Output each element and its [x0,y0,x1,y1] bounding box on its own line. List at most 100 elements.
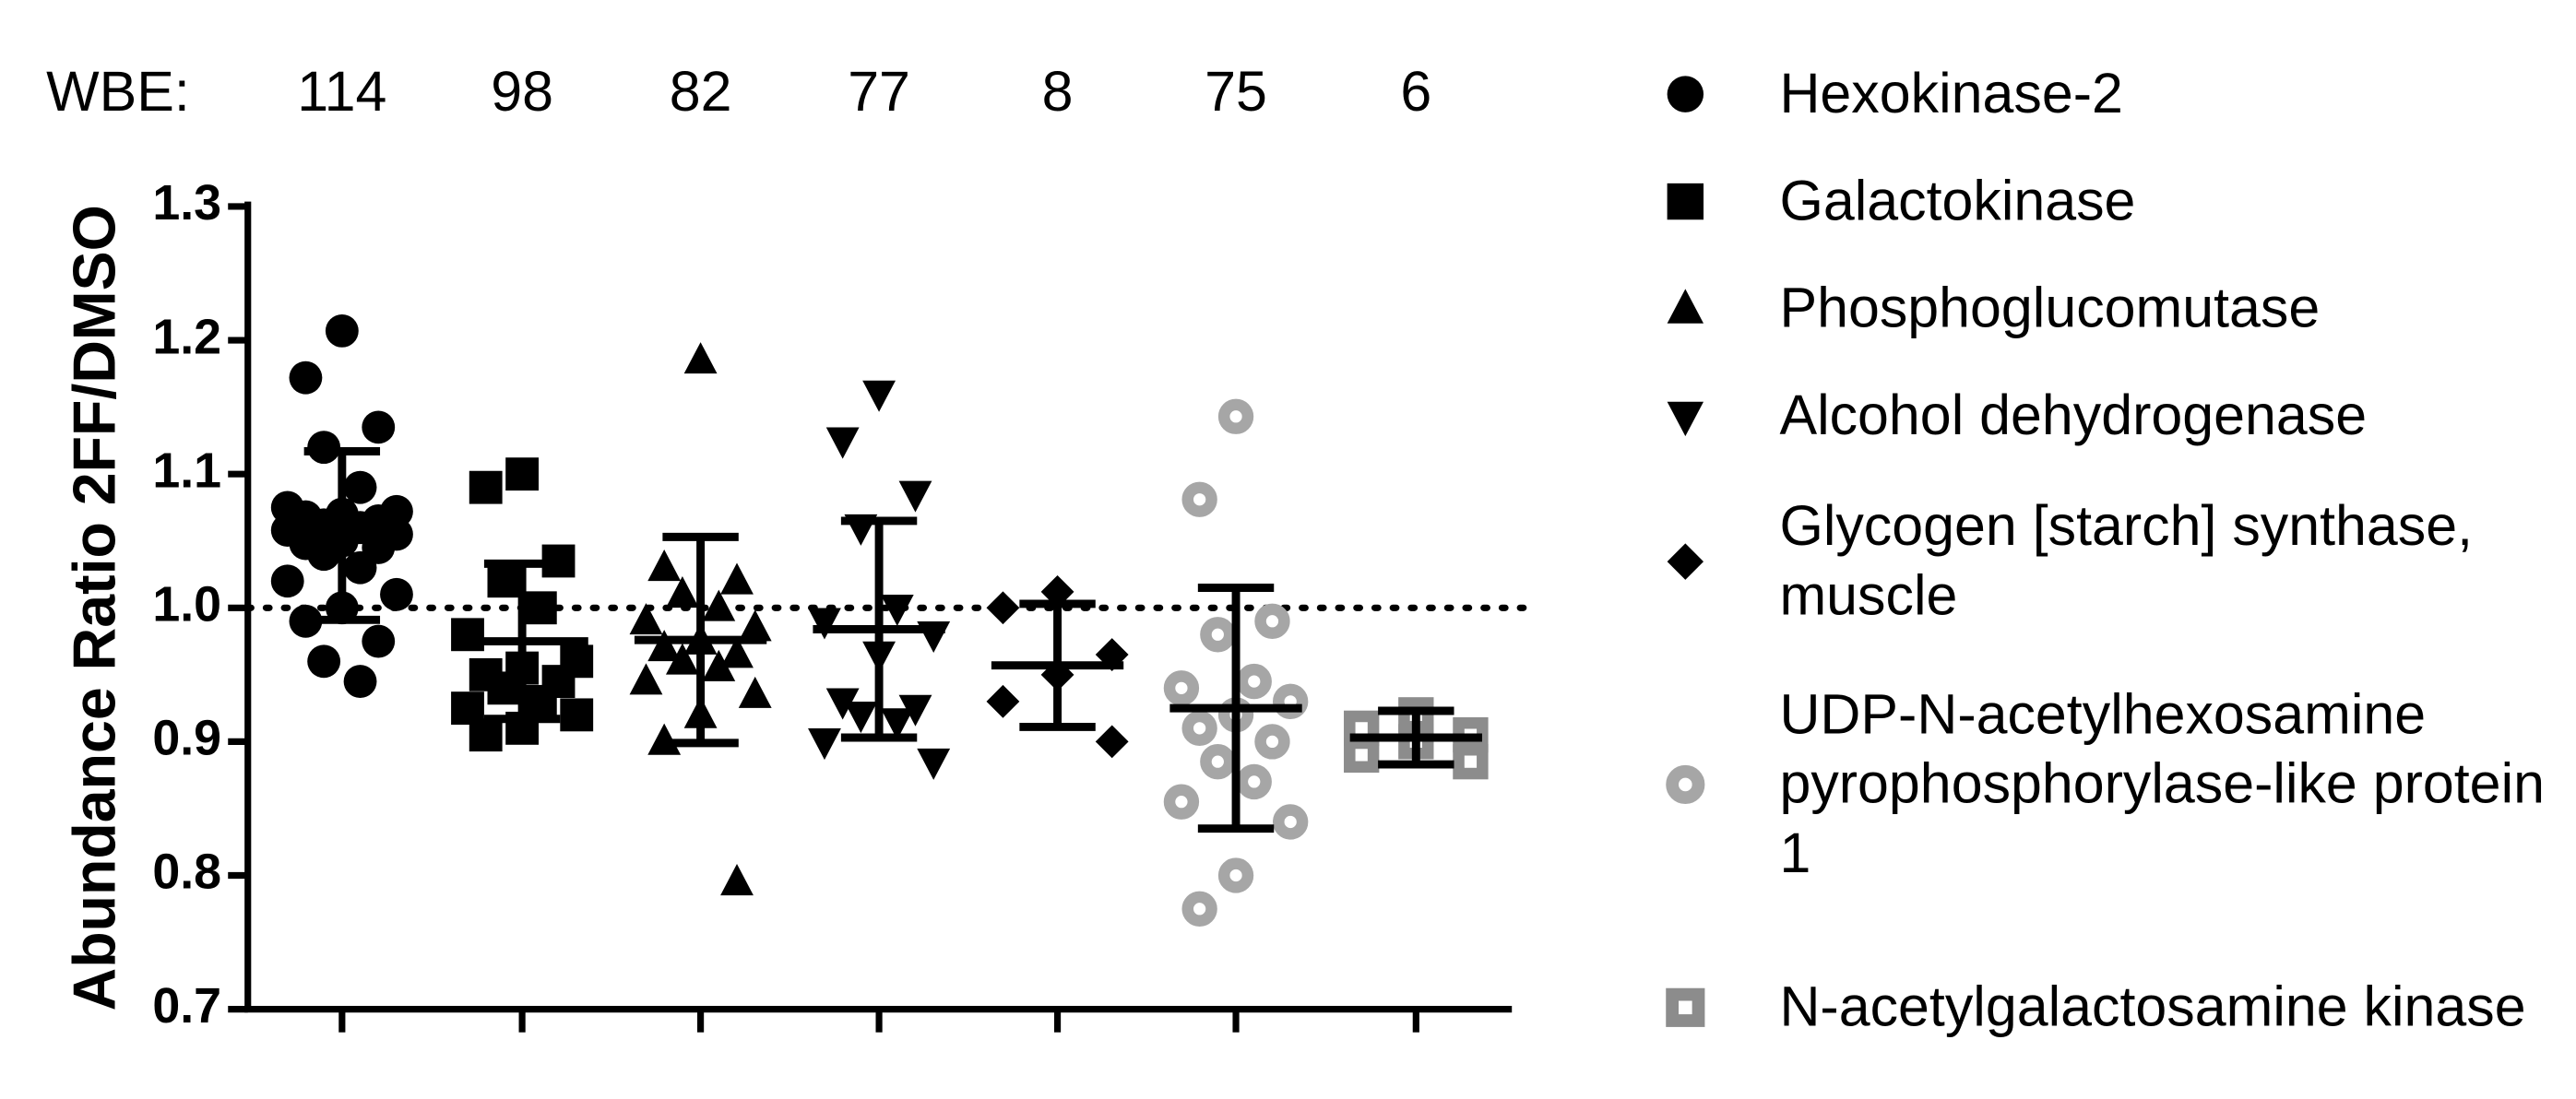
data-point [665,576,699,609]
data-point [380,577,413,611]
legend-marker [1667,401,1704,437]
data-point [1217,398,1254,434]
legend-item: N-acetylgalactosamine kinase [1653,973,2570,1042]
data-point [702,649,736,681]
data-point [880,594,914,626]
chart: WBE: Abundance Ratio 2FF/DMSO 0.7 0.8 0.9 1… [46,60,1540,1034]
data-point [1453,743,1489,780]
data-point [1200,743,1236,780]
legend-item: Galactokinase [1653,167,2570,236]
legend-label: N-acetylgalactosamine kinase [1779,975,2526,1039]
wbe-header: WBE: [46,60,190,123]
data-point [1095,725,1129,759]
legend-item: Alcohol dehydrogenase [1653,382,2570,451]
data-point [1236,663,1272,700]
y-tick-label: 0.7 [152,978,221,1034]
data-point [825,427,860,459]
data-point [1181,710,1217,747]
legend-marker [1666,987,1705,1027]
legend-marker [1667,289,1704,324]
data-point [647,550,682,582]
wbe-value: 75 [1205,60,1267,123]
wbe-value: 6 [1400,60,1431,123]
data-point [629,603,663,635]
data-point [1236,763,1272,800]
legend-marker-box [1667,543,1704,580]
data-point [825,688,860,720]
legend-marker-box [1667,289,1704,324]
legend-marker [1666,764,1705,805]
legend-item: Glycogen [starch] synthase, muscle [1653,492,2570,631]
data-point [469,470,503,504]
legend-label: Alcohol dehydrogenase [1779,384,2368,448]
data-point [844,702,878,734]
data-point [629,663,663,695]
wbe-value: 114 [297,60,386,123]
data-point [1272,804,1309,840]
wbe-value: 8 [1042,60,1074,123]
y-tick-label: 1.0 [152,576,221,632]
data-point [808,608,841,640]
data-point [647,630,682,662]
y-axis-label: Abundance Ratio 2FF/DMSO [62,205,128,1010]
error-bar [1197,584,1275,833]
error-bar [662,532,739,748]
data-point [1254,603,1290,639]
legend-label: Galactokinase [1779,170,2136,233]
data-point [1272,683,1309,720]
data-point [720,562,754,595]
legend-marker-box [1667,76,1704,112]
data-point [487,671,521,705]
legend-marker-box [1667,183,1704,220]
data-point [808,728,841,761]
y-tick-label: 1.2 [152,309,221,364]
data-point [1181,481,1217,517]
legend-marker [1667,183,1704,220]
data-point [362,410,396,444]
data-point [469,718,503,752]
legend-marker [1667,76,1704,112]
y-tick-label: 0.8 [152,845,221,900]
wbe-value: 98 [491,60,553,123]
data-point [289,360,323,395]
data-point [343,550,377,585]
legend-marker-box [1666,987,1705,1027]
legend-label: Glycogen [starch] synthase, muscle [1779,495,2474,628]
y-tick-label: 1.1 [152,443,221,498]
error-bar [840,516,918,742]
data-point [270,564,304,598]
data-point [307,538,341,572]
data-point [523,591,557,625]
data-point [738,609,772,642]
data-point [720,864,754,896]
y-tick-label: 1.3 [152,175,221,230]
data-point [665,643,699,675]
data-point [683,342,718,374]
legend-item: Hexokinase-2 [1653,59,2570,128]
legend-marker-box [1667,401,1704,437]
data-point [1344,737,1380,774]
y-tick-label: 0.9 [152,711,221,766]
error-bar [483,559,561,724]
data-point [986,591,1020,625]
error-bar [303,447,381,624]
data-point [505,457,540,491]
data-point [1200,617,1236,653]
wbe-value: 82 [670,60,732,123]
data-point [1163,670,1200,706]
data-point [307,644,341,679]
wbe-value: 77 [848,60,910,123]
data-point [898,480,932,513]
data-point [362,624,396,658]
data-point [1163,784,1200,820]
data-point [880,708,914,740]
data-point [720,636,754,668]
data-point [325,313,359,348]
data-point [986,684,1020,718]
legend-item: UDP-N-acetylhexosamine pyrophosphorylase… [1653,680,2570,889]
data-point [702,589,736,621]
legend-item: Phosphoglucomutase [1653,274,2570,343]
legend-label: Hexokinase-2 [1779,63,2123,126]
data-point [560,698,594,732]
data-point [862,380,896,412]
